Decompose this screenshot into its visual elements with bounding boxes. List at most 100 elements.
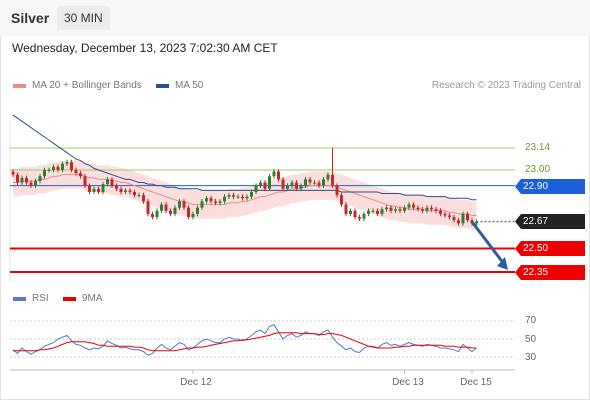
candle-body-97: [448, 215, 451, 218]
candle-body-74: [344, 204, 348, 214]
candle-body-39: [187, 207, 190, 218]
level-tag-22-90: 22.90: [515, 179, 585, 194]
candle-body-50: [236, 196, 240, 198]
candle-body-3: [25, 177, 28, 183]
candle-body-87: [403, 207, 406, 211]
candle-body-28: [137, 195, 141, 197]
candle-body-18: [92, 188, 96, 192]
candle-body-38: [182, 201, 186, 208]
candle-body-7: [43, 169, 46, 177]
candle-body-46: [218, 201, 222, 203]
rsi-tick-70: 70: [525, 315, 537, 326]
legend-ma9-label: 9MA: [82, 293, 103, 304]
candle-body-36: [173, 207, 177, 214]
candle-body-57: [268, 176, 271, 189]
legend-ma50-label: MA 50: [175, 80, 204, 91]
chart-header: Silver 30 MIN: [0, 0, 590, 36]
legend-ma20-label: MA 20 + Bollinger Bands: [32, 80, 142, 91]
candle-body-86: [398, 209, 402, 211]
target-arrow-head: [497, 257, 508, 270]
candle-body-75: [349, 210, 352, 214]
chart-datetime: Wednesday, December 13, 2023 7:02:30 AM …: [12, 41, 278, 55]
candle-body-21: [106, 179, 109, 185]
candle-body-69: [322, 179, 325, 186]
candle-body-42: [200, 201, 204, 208]
candle-body-62: [290, 182, 294, 186]
candle-body-35: [169, 210, 172, 214]
level-tag-22-50: 22.50: [515, 241, 585, 256]
candle-body-67: [313, 182, 316, 184]
level-tag-22-35: 22.35: [515, 265, 585, 280]
rsi-tick-50: 50: [525, 334, 537, 345]
credit-text: Research © 2023 Trading Central: [431, 80, 581, 91]
candle-body-80: [371, 210, 375, 212]
candle-body-45: [214, 201, 217, 203]
ma20-line: [13, 174, 477, 216]
candle-body-85: [394, 209, 397, 211]
candle-body-61: [286, 185, 289, 189]
candle-body-31: [151, 213, 154, 218]
rsi-swatch: [13, 296, 26, 301]
candle-body-40: [191, 213, 195, 218]
x-label-dec-13: Dec 13: [392, 377, 424, 388]
candle-body-48: [227, 195, 231, 197]
candle-body-10: [56, 166, 60, 170]
candle-body-84: [389, 207, 393, 211]
candle-body-2: [20, 177, 24, 183]
bollinger-band: [13, 160, 477, 230]
ma20-swatch: [13, 83, 26, 88]
candle-body-49: [232, 195, 235, 197]
interval-button[interactable]: 30 MIN: [57, 6, 110, 30]
candle-body-77: [358, 217, 361, 219]
candle-body-54: [254, 185, 258, 192]
symbol-title: Silver: [11, 10, 50, 26]
last-price-tag: 22.67: [515, 214, 585, 229]
candle-body-27: [133, 191, 136, 196]
level-label-23-14: 23.14: [525, 142, 551, 153]
candle-body-11: [61, 163, 64, 170]
candle-body-78: [362, 213, 366, 219]
candle-body-22: [110, 179, 114, 186]
candle-body-47: [223, 196, 226, 202]
candle-body-71: [331, 174, 334, 186]
legend-rsi: RSI: [13, 293, 49, 304]
candle-body-56: [263, 182, 267, 189]
candle-body-76: [353, 210, 357, 218]
candle-body-103: [475, 221, 478, 224]
candle-body-99: [457, 220, 460, 224]
level-label-23-00: 23.00: [525, 164, 551, 175]
candle-body-90: [416, 207, 420, 210]
legend-rsi-label: RSI: [32, 293, 49, 304]
legend-ma20: MA 20 + Bollinger Bands: [13, 80, 142, 91]
target-arrow-shaft: [470, 220, 506, 265]
candle-body-12: [65, 162, 69, 164]
candle-body-15: [79, 173, 82, 177]
ma9-swatch: [63, 296, 76, 301]
candle-body-34: [164, 204, 168, 211]
candle-body-43: [205, 198, 208, 202]
candle-body-19: [97, 188, 100, 192]
candle-body-59: [277, 171, 280, 180]
x-label-dec-12: Dec 12: [180, 377, 212, 388]
candle-body-68: [317, 182, 321, 186]
candle-body-79: [367, 210, 370, 214]
candle-body-5: [34, 180, 37, 186]
candle-body-70: [326, 174, 330, 180]
candle-body-30: [146, 201, 150, 214]
candle-body-25: [124, 190, 127, 192]
candle-body-37: [178, 201, 181, 208]
candle-body-44: [209, 198, 213, 202]
candle-body-51: [241, 196, 244, 199]
candle-body-66: [308, 179, 312, 183]
candle-body-14: [74, 169, 78, 174]
candle-body-81: [376, 210, 379, 214]
candle-body-32: [155, 210, 159, 218]
candle-body-41: [196, 207, 199, 214]
candle-body-16: [83, 176, 87, 186]
candle-body-13: [70, 162, 73, 170]
candle-body-63: [295, 182, 298, 189]
candle-body-8: [47, 169, 51, 171]
candle-body-88: [407, 204, 411, 208]
candle-body-83: [385, 207, 388, 210]
candle-body-94: [434, 209, 438, 211]
